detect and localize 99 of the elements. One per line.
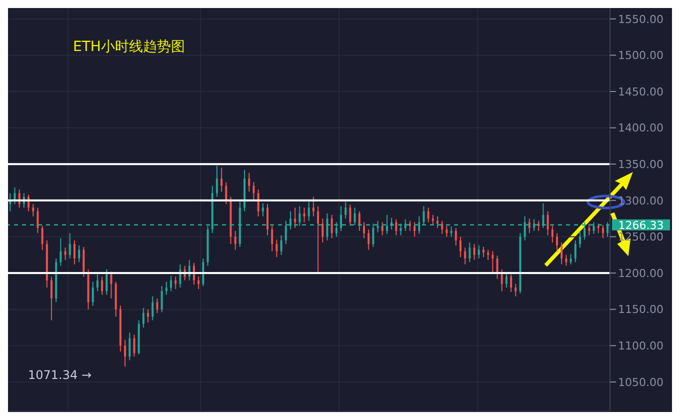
candlestick [252,182,255,201]
candlestick [473,243,476,260]
candlestick [574,240,576,263]
candlestick [294,207,296,229]
candlestick [68,232,71,260]
candlestick [174,276,177,290]
candlestick [36,207,39,234]
text: ETH小时线趋势图 [73,38,185,56]
candlestick [560,242,563,265]
candlestick [468,242,471,263]
candlestick [492,250,494,274]
candlestick [202,258,204,287]
candlestick [312,196,314,217]
candlestick [362,222,365,239]
annotation: 1071.34 → [28,368,92,382]
candlestick [395,218,398,236]
candlestick [478,244,480,260]
candlestick [147,308,150,323]
candlestick [500,268,503,292]
candlestick [432,214,434,226]
candlestick [408,220,411,232]
candlestick [446,225,448,238]
y-tick-label: 1350.00 [618,158,664,172]
candlestick [271,225,274,252]
candlestick [322,218,324,244]
candlestick [262,202,264,217]
candlestick [156,298,158,314]
candlestick [464,247,466,265]
y-tick-label: 1400.00 [618,122,664,135]
candlestick [538,220,540,232]
candlestick [14,186,16,205]
candlestick [165,281,168,296]
candlestick [276,239,278,258]
candlestick [308,201,310,222]
candlestick [133,334,136,358]
candlestick [414,222,416,238]
y-tick-label: 1500.00 [618,49,664,62]
candlestick [528,218,530,234]
candlestick [450,226,452,238]
candlestick [496,255,498,280]
candlestick [556,232,558,252]
candlestick [427,207,430,223]
candlestick [330,214,333,239]
candlestick [381,222,384,236]
candlestick [460,236,462,258]
candlestick [96,274,98,292]
y-tick-label: 1150.00 [618,303,664,316]
candlestick [505,272,508,288]
candlestick [198,276,200,290]
candlestick [551,225,554,244]
candlestick [60,238,62,266]
ref-line-label: 1266.33 [618,218,664,232]
candlestick [170,275,172,292]
candlestick [454,228,457,246]
y-tick-label: 1100.00 [618,340,664,353]
candlestick [41,225,44,250]
candlestick [602,224,604,239]
candlestick [358,210,360,232]
y-tick-label: 1050.00 [618,376,664,389]
candlestick [597,223,600,234]
candlestick [106,268,108,296]
candlestick [565,254,568,266]
candlestick [344,201,347,220]
candlestick [349,204,352,226]
y-tick-label: 1200.00 [618,266,664,280]
candlestick [546,210,549,236]
candlestick [248,172,250,192]
candlestick [266,204,268,236]
candlestick [142,307,144,328]
candlestick [124,339,126,367]
candlestick [225,182,228,205]
candlestick [220,167,223,192]
candlestick [588,223,590,236]
candlestick [32,204,34,217]
candlestick [128,332,131,361]
candlestick [110,271,112,299]
candlestick [578,230,581,248]
candlestick [234,230,236,250]
y-tick-label: 1450.00 [618,85,664,98]
candlestick [82,246,85,278]
candlestick [50,276,53,321]
candlestick [441,220,444,234]
candlestick [160,286,163,313]
candlestick [73,240,76,265]
candlestick [216,165,218,198]
candlestick [152,296,154,321]
candlestick [514,283,517,297]
candlestick [92,281,94,306]
candlestick [78,244,80,263]
candlestick [368,228,370,250]
candlestick [101,276,104,296]
candlestick [280,234,282,256]
candlestick [317,206,320,274]
y-tick-label: 1550.00 [618,12,664,26]
candlestick [570,254,572,265]
candlestick [64,247,66,260]
candlestick [303,207,306,223]
candlestick [510,274,512,292]
candlestick [487,249,490,260]
